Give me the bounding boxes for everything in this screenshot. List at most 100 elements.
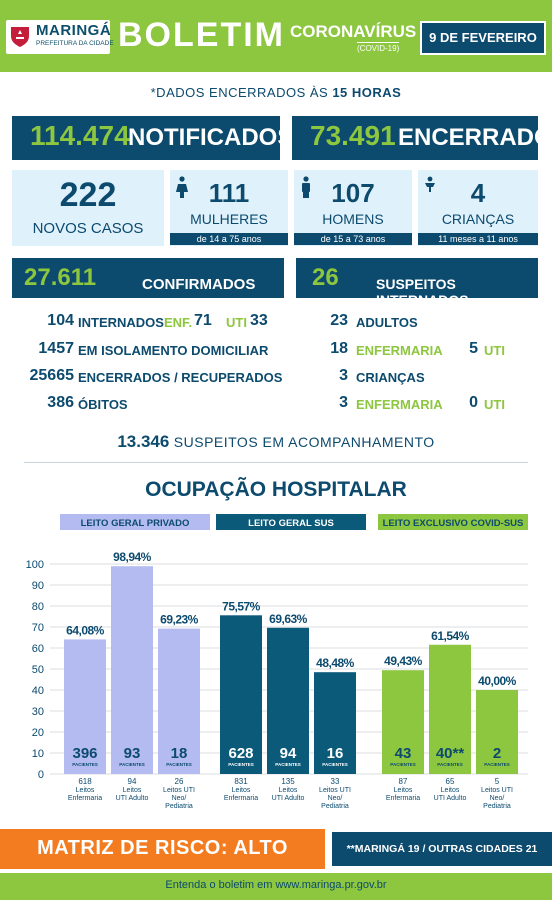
- bar-label: Enfermaria: [224, 795, 258, 802]
- bar-label: UTI Adulto: [272, 795, 305, 802]
- suspeitos-number: 26: [312, 264, 339, 291]
- homens-label: HOMENS: [322, 211, 384, 227]
- bar-patients: 2: [493, 745, 501, 762]
- y-tick-label: 60: [32, 643, 44, 655]
- isolamento-number: 1457: [38, 340, 74, 357]
- bar: [382, 670, 424, 774]
- bar-label: Enfermaria: [68, 795, 102, 802]
- enf-label: ENF.: [164, 315, 193, 330]
- adultos-enf-number: 18: [330, 340, 348, 357]
- bar-label: Leitos: [76, 787, 95, 794]
- y-tick-label: 70: [32, 622, 44, 634]
- bar-patients: 94: [280, 745, 297, 762]
- obitos-number: 386: [47, 394, 74, 411]
- bar-label: Leitos: [232, 787, 251, 794]
- prefeitura-label: PREFEITURA DA CIDADE: [36, 40, 114, 47]
- maringa-note-box: [332, 832, 552, 866]
- y-tick-label: 90: [32, 580, 44, 592]
- bar-beds: 26: [175, 777, 184, 786]
- bar-patients: 40**: [436, 745, 465, 762]
- divider: [24, 462, 528, 463]
- legend-label: LEITO EXCLUSIVO COVID-SUS: [383, 518, 524, 529]
- obitos-label: ÓBITOS: [78, 397, 128, 412]
- bar: [476, 690, 518, 774]
- enf-number: 71: [194, 312, 212, 329]
- legend-label: LEITO GERAL SUS: [248, 518, 334, 529]
- bar-value-label: 64,08%: [66, 623, 105, 637]
- bar-patients-word: PACIENTES: [119, 762, 144, 767]
- y-tick-label: 80: [32, 601, 44, 613]
- criancas-uti-label: UTI: [484, 397, 505, 412]
- bar: [220, 615, 262, 774]
- dados-prefix: *DADOS ENCERRADOS ÀS: [150, 85, 333, 100]
- y-tick-label: 50: [32, 664, 44, 676]
- bar-label: Neo/: [172, 795, 187, 802]
- bar: [111, 566, 153, 774]
- acompanhamento-label: SUSPEITOS EM ACOMPANHAMENTO: [173, 434, 435, 450]
- legend-box: [216, 514, 366, 530]
- notificados-number: 114.474: [30, 120, 130, 151]
- acompanhamento: 13.346 SUSPEITOS EM ACOMPANHAMENTO: [0, 432, 552, 452]
- bar-label: Leitos UTI: [163, 787, 195, 794]
- bar-patients: 18: [171, 745, 188, 762]
- bar-patients-word: PACIENTES: [390, 762, 415, 767]
- criancas-number: 4: [470, 178, 486, 208]
- woman-icon: [176, 176, 188, 198]
- risk-label: MATRIZ DE RISCO: ALTO: [37, 837, 288, 859]
- bar-value-label: 48,48%: [316, 656, 355, 670]
- bar: [64, 639, 106, 774]
- bar-patients: 628: [228, 745, 253, 762]
- city-crest-icon: [11, 27, 29, 47]
- homens-range: de 15 a 73 anos: [294, 233, 412, 245]
- coronavirus-label: CORONAVÍRUS: [290, 22, 417, 41]
- bar-patients: 93: [124, 745, 141, 762]
- bar-beds: 33: [331, 777, 340, 786]
- y-tick-label: 10: [32, 748, 44, 760]
- bar-patients-word: PACIENTES: [228, 762, 253, 767]
- footer-bar: [0, 873, 552, 900]
- confirmados-label: CONFIRMADOS: [142, 276, 256, 293]
- adultos-number: 23: [330, 312, 348, 329]
- occupancy-chart: 0 10 20 30 40 50 60 70 80 90 100 LEITO GERAL PRIVAD…: [26, 514, 528, 810]
- bar-value-label: 75,57%: [222, 599, 261, 613]
- bar-patients: 43: [395, 745, 412, 762]
- date-badge: [420, 21, 546, 55]
- recuperados-number: 25665: [29, 367, 75, 384]
- suspeitos-banner: [296, 258, 538, 298]
- mulheres-range: de 14 a 75 anos: [170, 233, 288, 245]
- confirmados-banner: [12, 258, 284, 298]
- mulheres-number: 111: [208, 178, 250, 208]
- mulheres-label: MULHERES: [190, 211, 268, 227]
- man-icon: [302, 176, 310, 198]
- bar-label: Leitos UTI: [481, 787, 513, 794]
- bar: [314, 672, 356, 774]
- novos-casos-number: 222: [59, 176, 117, 214]
- bar-beds: 65: [446, 777, 455, 786]
- bar-value-label: 98,94%: [113, 550, 152, 564]
- bar-patients-word: PACIENTES: [484, 762, 509, 767]
- bar-label: Enfermaria: [386, 795, 420, 802]
- bar-beds: 87: [399, 777, 408, 786]
- risk-banner: [0, 829, 325, 869]
- acompanhamento-number: 13.346: [117, 432, 170, 451]
- maringa-note: **MARINGÁ 19 / OUTRAS CIDADES 21: [346, 843, 538, 855]
- uti-label: UTI: [226, 315, 247, 330]
- uti-number: 33: [250, 312, 268, 329]
- criancas-enf-label: ENFERMARIA: [356, 397, 443, 412]
- bar-label: Leitos UTI: [319, 787, 351, 794]
- bar-label: Pediatria: [483, 803, 511, 810]
- child-icon: [425, 176, 435, 192]
- legend-box: [60, 514, 210, 530]
- chart-title: OCUPAÇÃO HOSPITALAR: [145, 478, 407, 501]
- isolamento-label: EM ISOLAMENTO DOMICILIAR: [78, 343, 269, 358]
- bar-label: Leitos: [441, 787, 460, 794]
- legend-box: [378, 514, 528, 530]
- novos-casos-cell: [12, 170, 164, 246]
- y-tick-label: 100: [26, 559, 44, 571]
- date-text: 9 DE FEVEREIRO: [429, 30, 537, 45]
- novos-casos-label: NOVOS CASOS: [32, 220, 144, 237]
- bar-value-label: 69,23%: [160, 613, 199, 627]
- dados-hour: 15 HORAS: [332, 85, 402, 100]
- criancas-label: CRIANÇAS: [441, 211, 515, 227]
- criancas-susp-number: 3: [339, 367, 348, 384]
